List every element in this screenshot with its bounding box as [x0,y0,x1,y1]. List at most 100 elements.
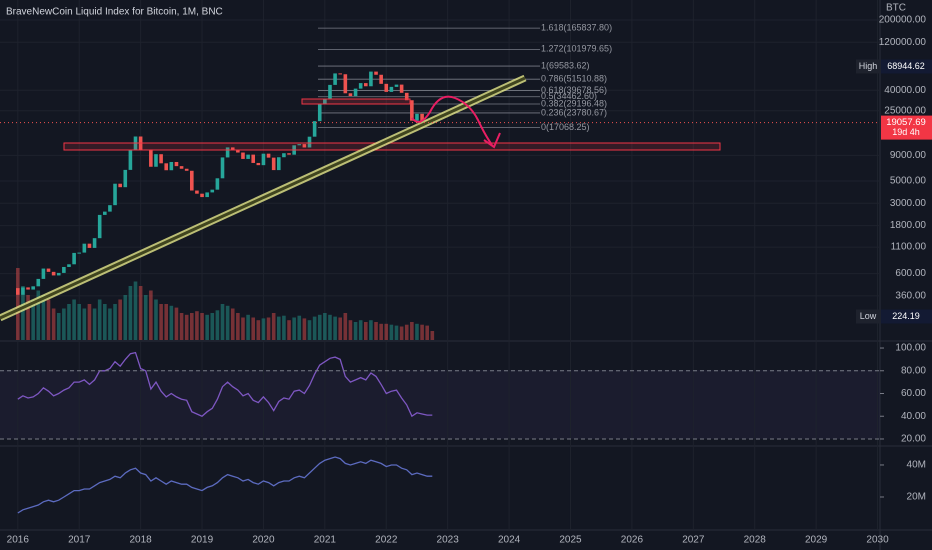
volume-bar [174,307,179,340]
volume-bar [169,305,174,340]
marks [0,0,880,530]
volume-bar [374,322,378,340]
candle-body [399,84,404,93]
fib-label: 1.272(101979.65) [541,44,612,54]
volume-bar [261,318,266,340]
volume-bar [307,320,312,340]
volume-bar [333,316,337,340]
candle-body [271,157,276,171]
volume-bar [138,286,143,340]
candle-body [92,238,97,248]
volume-bar [67,304,71,340]
candle-body [56,272,61,276]
y-tick-label: 9000.00 [890,150,927,161]
high-value: 68944.62 [887,61,925,71]
volume-bar [256,320,261,340]
volume-bar [46,299,51,340]
x-tick-label: 2021 [314,535,337,546]
volume-bar [297,315,302,340]
volume-bar [317,314,322,340]
candle-body [338,73,343,75]
volume-bar [123,295,128,340]
rsi-line [17,351,433,418]
candle-body [246,154,250,159]
candle-body [215,178,220,190]
candle-body [128,149,133,170]
trendline-core [0,76,526,320]
candle-body [287,153,291,155]
volume-bar [410,322,414,340]
y-tick-label: 60.00 [901,388,926,399]
candle-body [261,153,266,166]
fib-label: 1.618(165837.80) [541,23,612,33]
volume-bar [190,313,194,340]
volume-bar [56,313,61,340]
volume-bar [87,304,92,340]
candle-body [369,71,373,87]
volume-bar [394,325,399,340]
candle-body [220,157,225,179]
volume-bar [353,322,358,340]
volume-bar [220,304,225,340]
candle-body [374,71,378,75]
volume-bar [195,311,199,340]
x-tick-label: 2024 [498,535,521,546]
volume-bar [404,324,409,340]
candle-body [51,271,56,276]
candle-body [225,147,230,158]
y-tick-label: 100.00 [895,343,926,354]
volume-bar [143,295,148,340]
candle-body [190,170,194,191]
y-tick-label: 1100.00 [891,242,927,253]
candle-body [184,168,189,171]
fib-label: 0.236(23780.67) [541,107,607,117]
x-tick-label: 2020 [252,535,275,546]
low-value: 224.19 [892,311,920,321]
x-tick-label: 2023 [437,535,460,546]
candle-body [149,149,153,167]
candle-body [236,150,240,153]
volume-bar [36,290,41,340]
x-tick-label: 2027 [682,535,705,546]
volume-bar [210,313,215,340]
fib-label: 0(17068.25) [541,122,590,132]
volume-bar [312,316,317,340]
y-tick-label: 3000.00 [890,198,927,209]
volume-bar [97,299,102,340]
candle-body [205,192,209,198]
candle-body [266,153,271,158]
candle-body [195,190,199,194]
x-tick-label: 2017 [68,535,91,546]
candle-body [113,183,117,206]
y-tick-label: 80.00 [901,365,926,376]
candle-body [384,83,389,92]
volume-bar [369,320,373,340]
candle-body [164,163,169,171]
resistance-zone [301,98,411,105]
volume-bar [282,315,286,340]
y-tick-label: 40000.00 [884,85,926,96]
candle-body [230,147,235,151]
volume-bar [149,290,153,340]
candle-body [323,98,327,105]
candle-body [343,74,348,94]
volume-bar [266,317,271,340]
candle-body [415,113,419,121]
volume-bar [103,304,107,340]
candle-body [154,154,158,167]
fib-label: 0.618(39678.56) [541,85,607,95]
candle-body [348,93,353,97]
candle-body [46,268,51,272]
candle-body [276,157,281,171]
volume-bar [363,322,368,340]
candle-body [21,287,25,295]
volume-bar [26,295,30,340]
candle-body [363,83,368,87]
volume-bar [292,317,296,340]
volume-bar [154,299,158,340]
candle-body [307,136,312,148]
volume-bar [241,317,245,340]
candle-body [241,152,245,159]
x-tick-label: 2026 [621,535,644,546]
